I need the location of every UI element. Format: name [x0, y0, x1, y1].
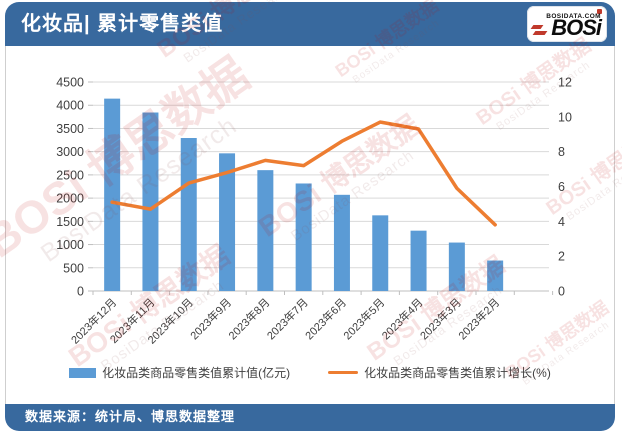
chart-area: 0 500 1000 1500 2000 2500 3000 3500 4000 4500 0 2 4 6… [5, 46, 615, 404]
left-axis-label: 4500 [56, 76, 84, 90]
data-source: 数据来源：统计局、博思数据整理 [25, 409, 236, 424]
left-axis-label: 2500 [56, 168, 84, 182]
right-axis-label: 4 [558, 215, 565, 229]
legend-item: 化妆品类商品零售类值累计值(亿元) [69, 364, 290, 381]
bar-2023年6月 [333, 194, 350, 291]
left-axis-label: 500 [63, 261, 84, 275]
right-axis-label: 6 [558, 180, 565, 194]
bosi-logo-text: BOSi [551, 15, 602, 40]
legend-bar-swatch-icon [69, 367, 97, 378]
page-title: 化妆品| 累计零售类值 [21, 13, 224, 35]
x-category-label: 2023年2月 [455, 295, 502, 342]
right-axis-label: 12 [558, 76, 572, 90]
left-axis-label: 3500 [56, 122, 84, 136]
header: 化妆品| 累计零售类值 BOSi BOSIDATA.COM [5, 2, 615, 46]
footer: 数据来源：统计局、博思数据整理 [5, 404, 615, 431]
combo-chart: 0 500 1000 1500 2000 2500 3000 3500 4000 4500 0 2 4 6… [56, 76, 572, 347]
bar-2023年7月 [295, 183, 312, 291]
logo-slash-icon [532, 31, 548, 35]
right-axis-label: 2 [558, 250, 565, 264]
bar-2023年2月 [487, 260, 504, 291]
legend-label: 化妆品类商品零售类值累计值(亿元) [102, 366, 291, 380]
bar-2023年4月 [410, 230, 427, 291]
growth-line [110, 120, 497, 227]
left-axis-label: 3000 [56, 145, 84, 159]
right-axis-label: 10 [558, 110, 572, 124]
bar-2023年9月 [219, 153, 236, 291]
bar-2023年10月 [180, 138, 197, 291]
left-axis-label: 1000 [56, 238, 84, 252]
bar-2023年3月 [448, 242, 465, 291]
logo-slash-icon [530, 25, 544, 29]
right-axis-label: 8 [558, 145, 565, 159]
bosi-logo-domain: BOSIDATA.COM [546, 13, 601, 20]
left-axis-label: 4000 [56, 99, 84, 113]
bosi-logo: BOSi BOSIDATA.COM [527, 6, 607, 42]
bar-2023年12月 [104, 98, 121, 291]
left-axis-label: 1500 [56, 215, 84, 229]
logo-red-tick-icon [597, 9, 602, 14]
legend-line-swatch-icon [328, 370, 359, 375]
left-axis-label: 0 [77, 285, 84, 299]
left-axis-label: 2000 [56, 192, 84, 206]
bar-2023年8月 [257, 170, 274, 291]
legend-label: 化妆品类商品零售类值累计增长(%) [364, 366, 551, 380]
report-card: 化妆品| 累计零售类值 BOSi BOSIDATA.COM 0 500 1000 15… [5, 2, 615, 431]
right-axis-label: 0 [558, 285, 565, 299]
legend-item: 化妆品类商品零售类值累计增长(%) [328, 364, 551, 381]
bar-2023年11月 [142, 112, 159, 291]
bar-2023年5月 [372, 215, 389, 291]
chart-legend: 化妆品类商品零售类值累计值(亿元) 化妆品类商品零售类值累计增长(%) [6, 364, 614, 381]
